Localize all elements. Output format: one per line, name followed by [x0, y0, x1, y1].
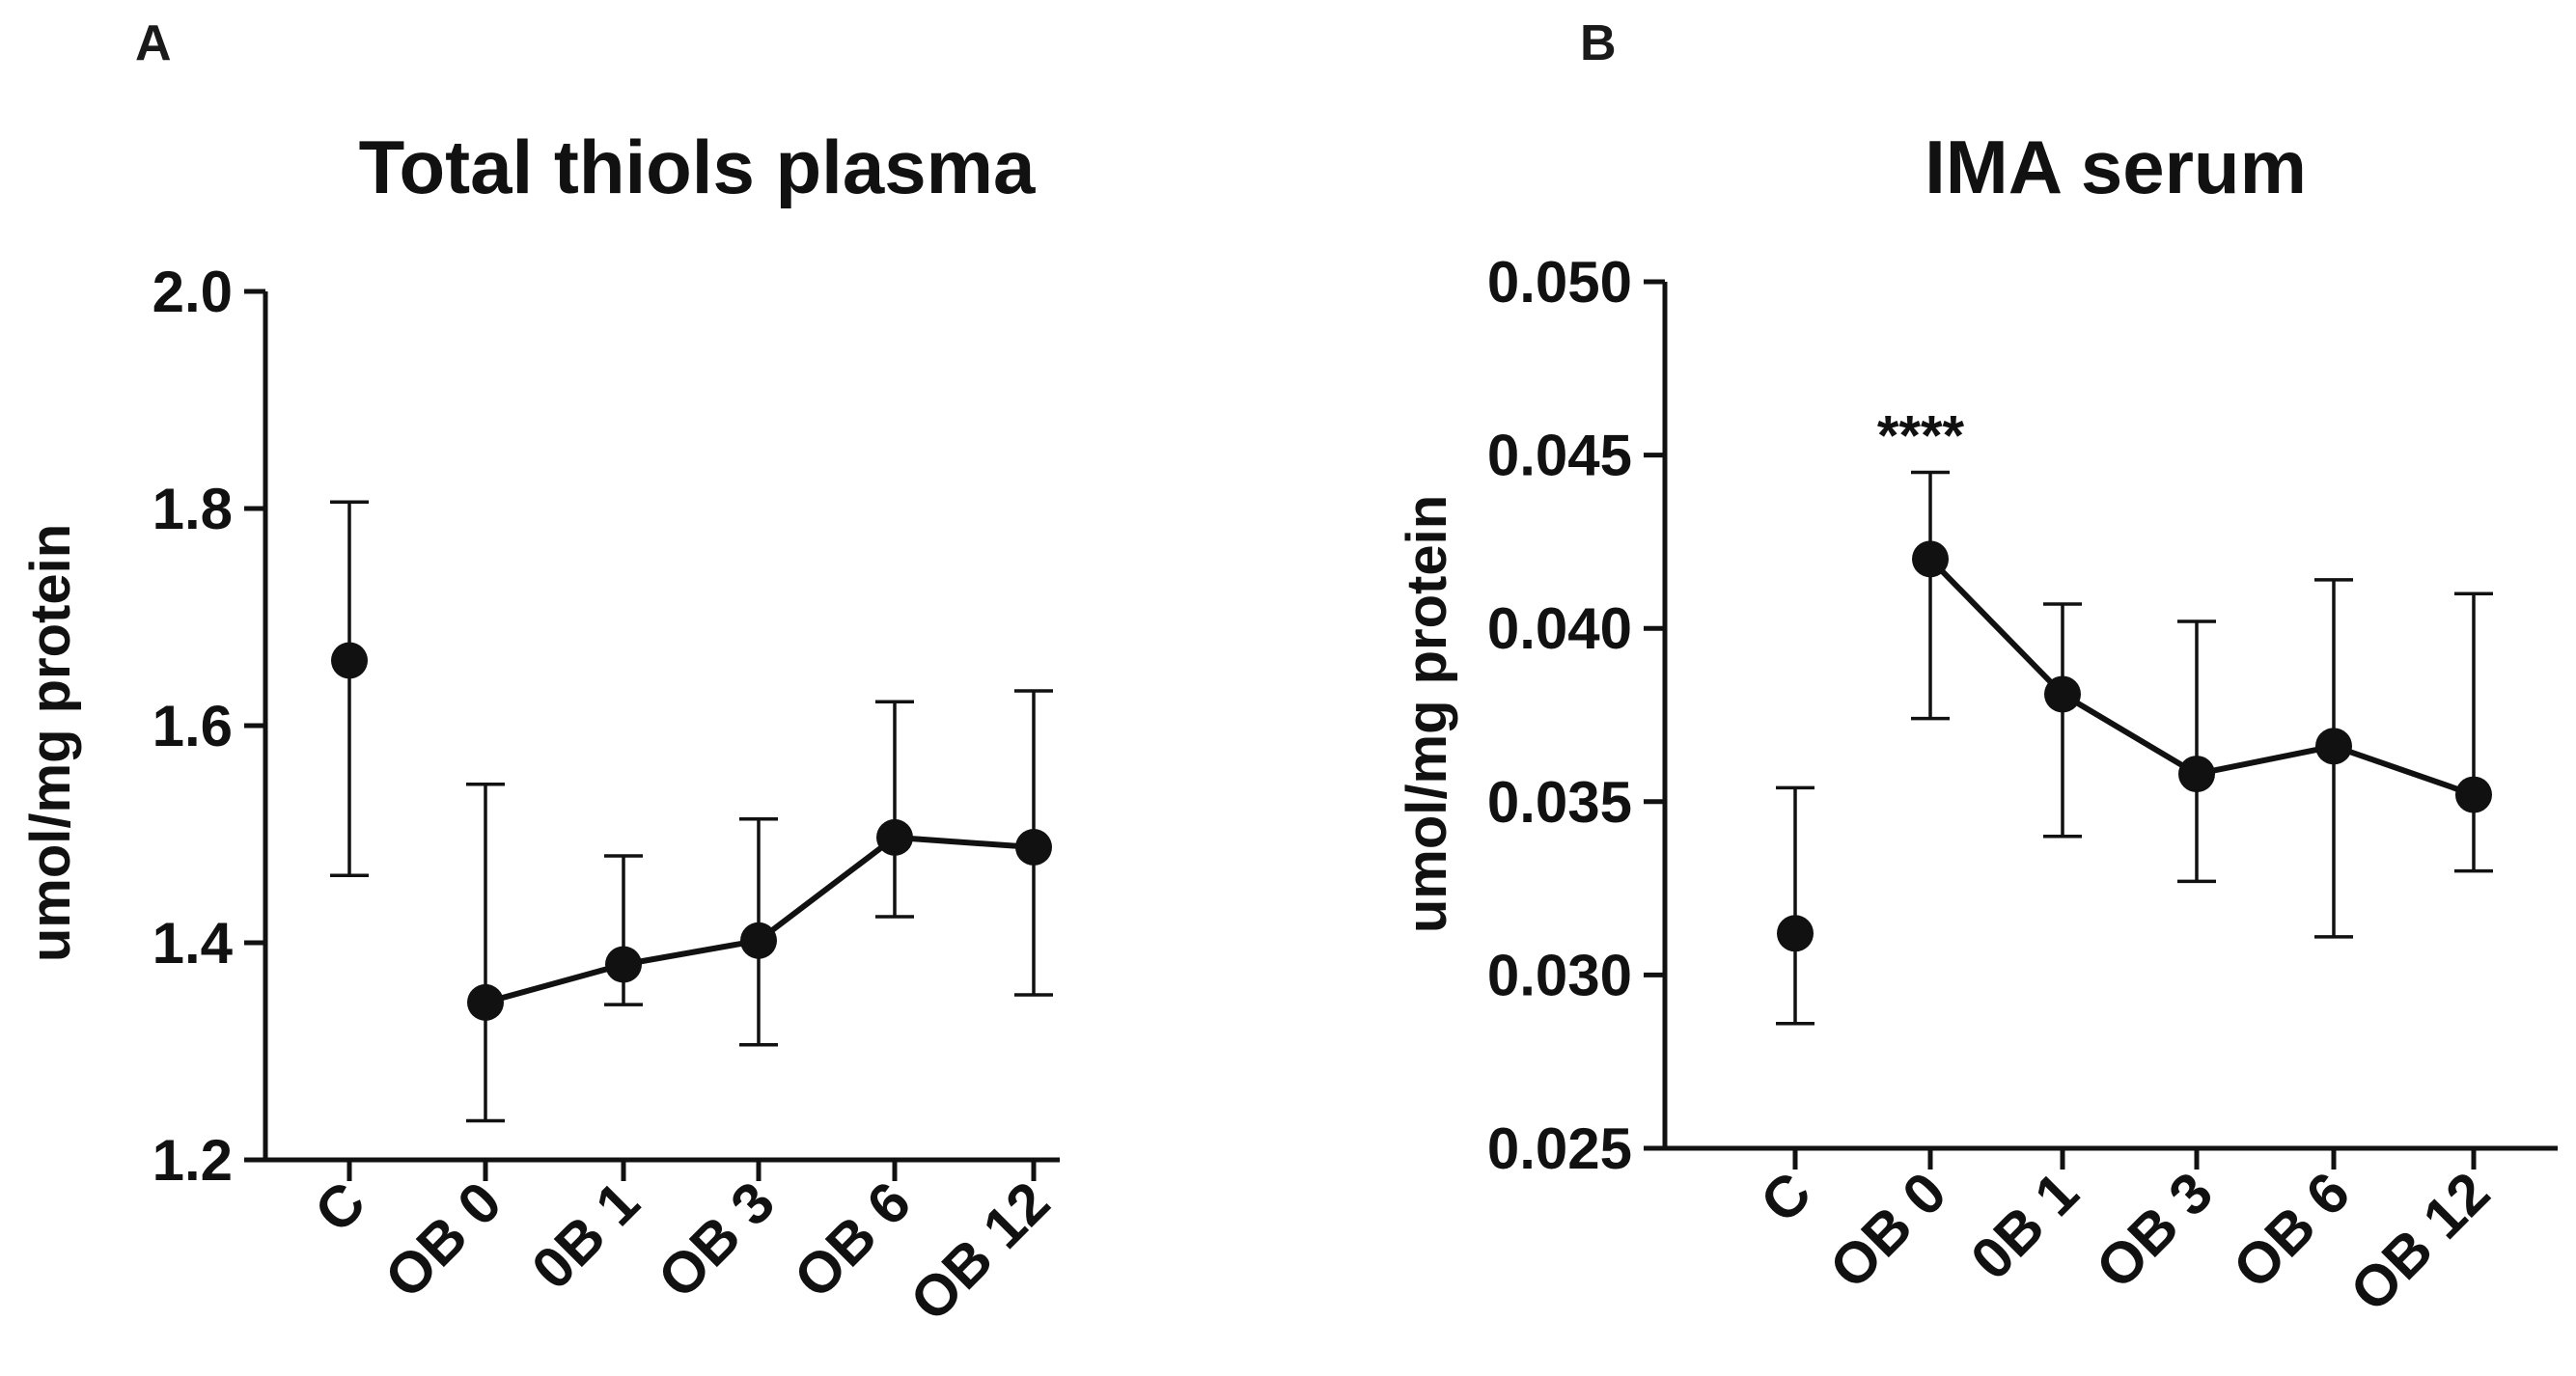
panel-a-title: Total thiols plasma [359, 124, 1036, 209]
panel-b-letter: B [1580, 15, 1617, 71]
y-tick-label-a: 1.6 [152, 694, 233, 758]
data-point-a [605, 946, 642, 983]
data-point-b [1912, 540, 1949, 578]
data-point-b [2044, 675, 2081, 713]
x-category-label-b: OB 0 [1817, 1160, 1958, 1301]
y-tick-label-b: 0.030 [1487, 943, 1632, 1007]
x-category-label-a: OB 0 [373, 1170, 513, 1310]
data-point-a [467, 983, 504, 1021]
x-category-label-a: OB 12 [898, 1170, 1062, 1334]
y-tick-label-b: 0.045 [1487, 424, 1632, 488]
y-tick-label-b: 0.025 [1487, 1116, 1632, 1181]
data-point-b [1777, 915, 1814, 952]
panel-b: B IMA serum umol/mg protein 0.025 0.030 0.… [1396, 15, 2558, 1324]
data-point-a [876, 818, 913, 856]
y-tick-label-b: 0.050 [1487, 250, 1632, 315]
panel-a-letter: A [135, 15, 172, 71]
data-point-b [2178, 756, 2215, 793]
y-tick-label-a: 1.8 [152, 477, 233, 541]
data-point-a [740, 922, 777, 959]
data-point-a [331, 642, 368, 679]
x-category-label-a: C [302, 1170, 377, 1245]
panel-a: A Total thiols plasma umol/mg protein 1.… [19, 15, 1062, 1334]
x-category-label-b: 0B 1 [1958, 1160, 2091, 1292]
x-category-label-b: OB 12 [2338, 1160, 2502, 1324]
y-tick-label-b: 0.035 [1487, 770, 1632, 835]
y-tick-label-a: 2.0 [152, 260, 233, 324]
x-category-label-a: OB 3 [646, 1170, 787, 1310]
panel-b-ylabel: umol/mg protein [1396, 495, 1458, 933]
data-point-b [2315, 728, 2352, 765]
y-tick-label-b: 0.040 [1487, 596, 1632, 661]
x-category-label-b: C [1748, 1160, 1823, 1235]
data-point-b [2455, 776, 2492, 813]
y-tick-label-a: 1.4 [152, 911, 234, 976]
y-tick-label-a: 1.2 [152, 1128, 233, 1193]
x-category-label-a: 0B 1 [519, 1170, 651, 1302]
x-category-label-b: OB 3 [2084, 1160, 2225, 1301]
panel-b-title: IMA serum [1925, 124, 2307, 209]
significance-annotation-b: **** [1877, 405, 1965, 468]
panel-a-ylabel: umol/mg protein [19, 524, 82, 962]
data-point-a [1015, 829, 1052, 866]
